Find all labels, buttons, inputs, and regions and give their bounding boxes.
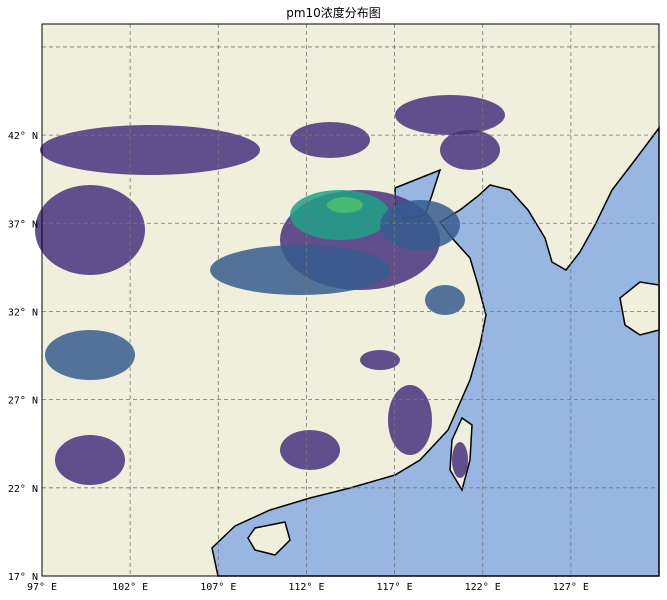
axis-ticks: 97° E 102° E 107° E 112° E 117° E 122° E 127° …: [8, 131, 589, 593]
lon-tick-label: 122° E: [465, 582, 501, 593]
pm10-patch: [360, 350, 400, 370]
pm10-patch: [35, 185, 145, 275]
lon-tick-label: 117° E: [377, 582, 413, 593]
lat-tick-label: 17° N: [8, 572, 38, 583]
pm10-patch: [55, 435, 125, 485]
ocean: [211, 125, 660, 577]
lon-tick-label: 107° E: [200, 582, 236, 593]
lat-tick-label: 32° N: [8, 307, 38, 318]
pm10-patch: [40, 125, 260, 175]
pm10-patch: [210, 245, 390, 295]
lon-tick-label: 97° E: [27, 582, 57, 593]
pm10-concentration-layer: [35, 95, 505, 485]
pm10-patch: [380, 200, 460, 250]
pm10-patch: [452, 442, 468, 478]
lat-tick-label: 27° N: [8, 396, 38, 407]
map-title: pm10浓度分布图: [286, 6, 381, 20]
lon-tick-label: 112° E: [288, 582, 324, 593]
lat-tick-label: 37° N: [8, 219, 38, 230]
pm10-patch: [440, 130, 500, 170]
pm10-patch: [395, 95, 505, 135]
hainan: [247, 521, 291, 556]
lat-tick-label: 22° N: [8, 484, 38, 495]
pm10-patch: [425, 285, 465, 315]
pm10-patch: [45, 330, 135, 380]
pm10-patch: [388, 385, 432, 455]
pm10-patch: [280, 430, 340, 470]
lon-tick-label: 127° E: [553, 582, 589, 593]
lon-tick-label: 102° E: [112, 582, 148, 593]
pm10-patch: [290, 122, 370, 158]
map-frame: [41, 23, 660, 577]
lat-tick-label: 42° N: [8, 131, 38, 142]
pm10-patch: [290, 190, 390, 240]
pm10-patch: [327, 197, 363, 213]
